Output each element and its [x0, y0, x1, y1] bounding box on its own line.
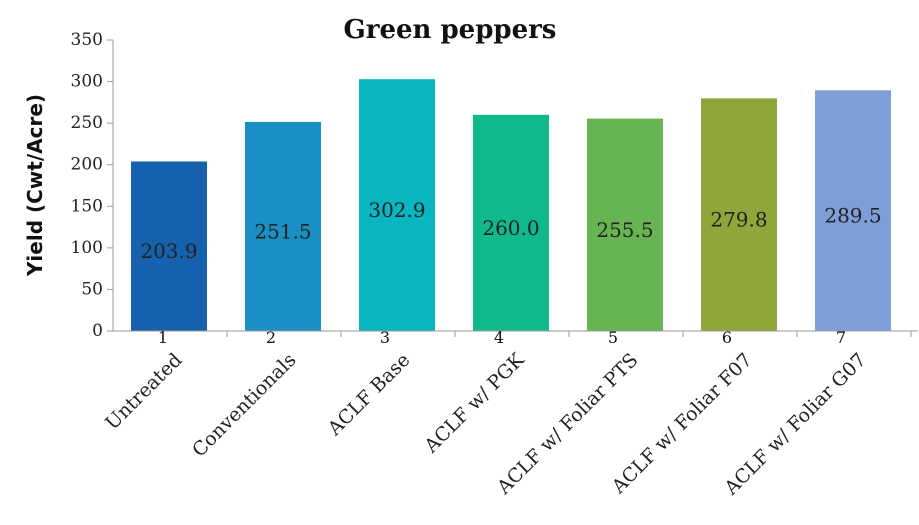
bar-number: 3 — [380, 328, 390, 347]
bar — [473, 114, 549, 331]
bar — [587, 118, 663, 331]
bar-value-label: 289.5 — [824, 204, 881, 228]
y-tick-label: 0 — [92, 321, 103, 341]
bar — [131, 161, 207, 331]
bar-number: 5 — [608, 328, 618, 347]
bar-number: 1 — [158, 328, 168, 347]
x-tick-label: ACLF Base — [323, 349, 414, 440]
x-tick-label: Conventionals — [188, 349, 300, 461]
bars: 203.9 251.5 302.9 260.0 255.5 279.8 289.5 — [131, 79, 891, 332]
y-tick-label: 100 — [71, 238, 103, 258]
bar-value-label: 279.8 — [710, 208, 767, 232]
bar-value-label: 260.0 — [482, 216, 539, 240]
x-axis: 1 Untreated 2 Conventionals 3 ACLF Base 4ACLF … — [101, 328, 912, 500]
bar — [245, 121, 321, 331]
bar-value-label: 251.5 — [254, 219, 311, 243]
x-tick-label: ACLF w/ PGK — [420, 348, 529, 457]
y-tick-label: 50 — [81, 279, 103, 299]
bar-number: 7 — [836, 328, 846, 347]
y-tick-label: 250 — [71, 113, 103, 133]
bar-number: 4 — [494, 328, 504, 347]
bar-number: 2 — [266, 328, 276, 347]
y-axis: 0 50 100 150 200 250 300 350 — [71, 30, 113, 341]
y-tick-label: 350 — [71, 30, 103, 50]
bar-value-label: 255.5 — [596, 218, 653, 242]
bar-value-label: 302.9 — [368, 198, 425, 222]
x-tick-label: Untreated — [101, 349, 186, 434]
y-tick-label: 300 — [71, 72, 103, 92]
chart-title: Green peppers — [344, 15, 557, 45]
bar-number: 6 — [722, 328, 732, 347]
bar-value-label: 203.9 — [140, 239, 197, 263]
bar — [359, 79, 435, 332]
y-axis-label: Yield (Cwt/Acre) — [23, 94, 47, 277]
bar — [815, 90, 891, 332]
y-tick-label: 200 — [71, 155, 103, 175]
bar — [701, 98, 777, 331]
y-tick-label: 150 — [71, 196, 103, 216]
